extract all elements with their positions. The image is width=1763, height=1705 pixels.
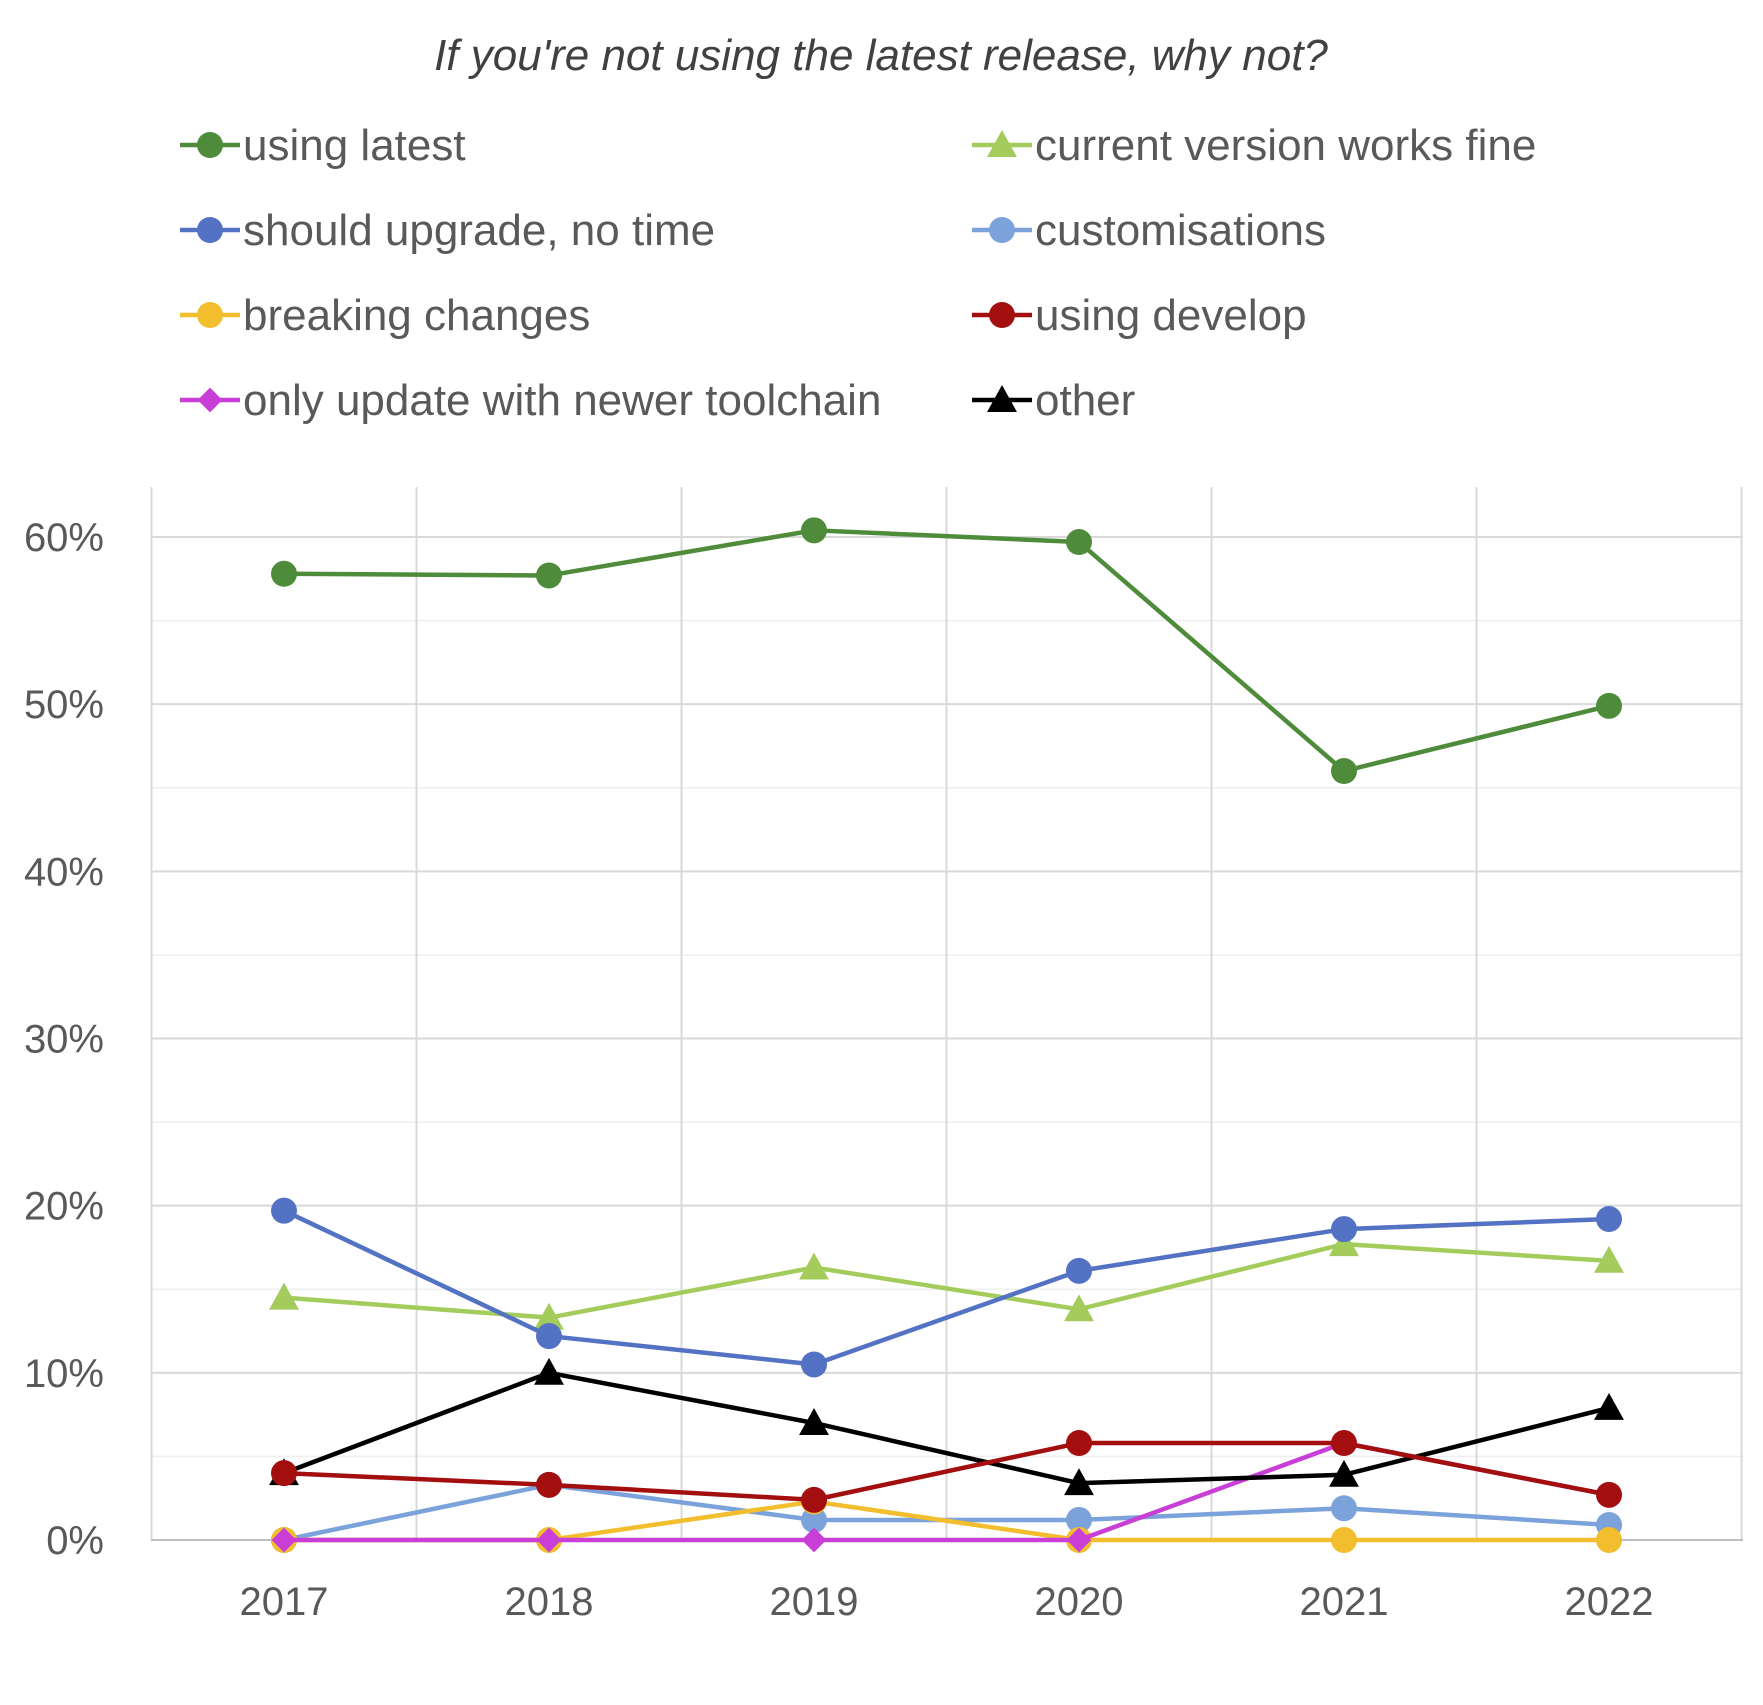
legend-marker (987, 385, 1017, 412)
data-point (801, 517, 827, 544)
legend-marker (197, 132, 223, 158)
data-point (1596, 1527, 1622, 1553)
legend-label: breaking changes (243, 291, 590, 340)
data-point (1066, 1527, 1092, 1553)
data-point (801, 1506, 827, 1533)
legend-label: other (1035, 376, 1135, 425)
data-point (536, 1527, 562, 1553)
data-point (801, 1486, 827, 1513)
data-point (1064, 1468, 1094, 1496)
data-point (1066, 529, 1092, 556)
data-point (534, 1302, 564, 1330)
data-point (1331, 1495, 1357, 1522)
y-tick-label: 20% (24, 1185, 104, 1229)
data-point (799, 1408, 829, 1435)
data-point (1066, 1257, 1092, 1284)
legend-marker (197, 302, 223, 328)
data-point (801, 1351, 827, 1378)
data-point (271, 1460, 297, 1487)
legend-label: customisations (1035, 206, 1326, 255)
data-point (799, 1252, 829, 1280)
series-line (283, 1440, 1610, 1503)
data-point (271, 1527, 297, 1553)
series-line (283, 528, 1610, 774)
series-lines (269, 517, 1624, 1553)
data-point (1596, 692, 1622, 719)
y-tick-label: 60% (24, 516, 104, 560)
series-should-upgrade-no-time (271, 1197, 1622, 1378)
data-point (1329, 1459, 1359, 1487)
legend-item: customisations (972, 206, 1326, 255)
legend-marker (197, 217, 223, 243)
legend-item: breaking changes (180, 291, 590, 340)
data-point (271, 1197, 297, 1224)
x-tick-label: 2018 (505, 1580, 594, 1624)
gridlines (150, 487, 1743, 1540)
legend-item: using develop (972, 291, 1307, 340)
data-point (1331, 1216, 1357, 1243)
legend-marker (197, 387, 223, 413)
y-tick-label: 10% (24, 1352, 104, 1396)
data-point (536, 1323, 562, 1350)
data-point (1064, 1294, 1094, 1322)
x-tick-label: 2019 (770, 1580, 859, 1624)
data-point (1594, 1245, 1624, 1273)
x-tick-label: 2017 (240, 1580, 329, 1624)
data-point (1594, 1392, 1624, 1420)
legend-item: using latest (180, 121, 466, 170)
y-tick-label: 40% (24, 850, 104, 894)
series-line (283, 1208, 1610, 1367)
legend-item: other (972, 376, 1135, 425)
legend-item: current version works fine (972, 121, 1536, 170)
data-point (1331, 758, 1357, 785)
data-point (1596, 1481, 1622, 1508)
data-point (1596, 1206, 1622, 1233)
data-point (536, 1471, 562, 1498)
legend: using latest current version works fine sh… (180, 121, 1536, 425)
legend-item: should upgrade, no time (180, 206, 715, 255)
data-point (1331, 1527, 1357, 1553)
legend-label: using latest (243, 121, 466, 170)
x-tick-label: 2022 (1565, 1580, 1654, 1624)
legend-label: should upgrade, no time (243, 206, 715, 255)
series-using-latest (271, 517, 1622, 785)
series-using-develop (271, 1430, 1622, 1513)
data-point (801, 1527, 827, 1553)
data-point (534, 1357, 564, 1385)
legend-item: only update with newer toolchain (180, 376, 881, 425)
data-point (1066, 1430, 1092, 1457)
data-point (536, 562, 562, 589)
legend-marker (987, 130, 1017, 157)
data-point (1329, 1229, 1359, 1257)
y-tick-label: 50% (24, 683, 104, 727)
legend-label: current version works fine (1035, 121, 1536, 170)
data-point (1331, 1430, 1357, 1457)
chart-title: If you're not using the latest release, … (434, 31, 1328, 80)
x-tick-label: 2021 (1300, 1580, 1389, 1624)
legend-marker (989, 217, 1015, 243)
axes: 0% 10% 20% 30% 40% 50% 60% 2017 2018 2019 2020 2021… (24, 516, 1743, 1624)
x-tick-label: 2020 (1035, 1580, 1124, 1624)
legend-marker (989, 302, 1015, 328)
legend-label: only update with newer toolchain (243, 376, 881, 425)
data-point (269, 1282, 299, 1310)
legend-label: using develop (1035, 291, 1307, 340)
data-point (1066, 1506, 1092, 1533)
data-point (271, 560, 297, 587)
y-tick-label: 0% (46, 1519, 104, 1563)
series-line (283, 1370, 1610, 1486)
y-tick-label: 30% (24, 1018, 104, 1062)
